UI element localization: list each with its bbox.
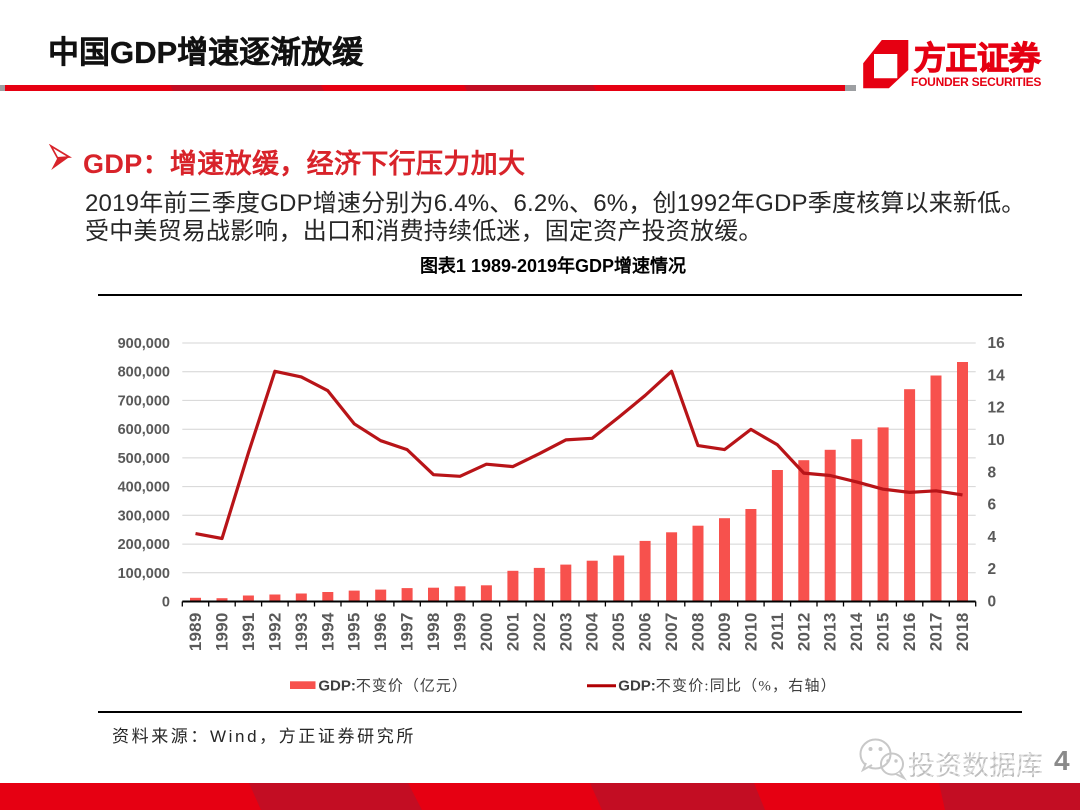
svg-text:800,000: 800,000	[118, 365, 170, 381]
svg-text:2001: 2001	[503, 613, 522, 652]
svg-text:10: 10	[988, 432, 1005, 449]
svg-text:GDP:不变价（亿元）: GDP:不变价（亿元）	[318, 678, 468, 695]
svg-text:1997: 1997	[398, 613, 417, 652]
svg-text:500,000: 500,000	[118, 451, 170, 467]
svg-text:2013: 2013	[821, 613, 840, 652]
svg-text:2006: 2006	[636, 613, 655, 652]
svg-text:8: 8	[988, 464, 997, 481]
svg-text:GDP:不变价:同比（%，右轴）: GDP:不变价:同比（%，右轴）	[618, 678, 837, 695]
svg-text:400,000: 400,000	[118, 480, 170, 496]
svg-text:1990: 1990	[213, 613, 232, 652]
svg-text:2010: 2010	[741, 613, 760, 652]
svg-text:2007: 2007	[662, 613, 681, 652]
svg-text:200,000: 200,000	[118, 537, 170, 553]
svg-text:1995: 1995	[345, 613, 364, 652]
svg-text:900,000: 900,000	[118, 336, 170, 352]
svg-text:1991: 1991	[239, 613, 258, 652]
svg-text:1999: 1999	[451, 613, 470, 652]
svg-text:600,000: 600,000	[118, 422, 170, 438]
svg-text:4: 4	[988, 529, 997, 546]
svg-text:2005: 2005	[609, 613, 628, 652]
svg-text:300,000: 300,000	[118, 508, 170, 524]
svg-text:2: 2	[988, 561, 997, 578]
svg-text:1996: 1996	[371, 613, 390, 652]
svg-text:1989: 1989	[186, 613, 205, 652]
svg-text:2011: 2011	[768, 613, 787, 651]
svg-text:2004: 2004	[583, 612, 602, 651]
svg-text:6: 6	[988, 497, 997, 514]
svg-text:100,000: 100,000	[118, 566, 170, 582]
svg-text:2018: 2018	[953, 613, 972, 652]
svg-text:1993: 1993	[292, 613, 311, 652]
svg-text:2015: 2015	[874, 613, 893, 652]
svg-text:700,000: 700,000	[118, 393, 170, 409]
svg-text:2016: 2016	[900, 613, 919, 652]
svg-text:2014: 2014	[847, 612, 866, 651]
svg-text:2000: 2000	[477, 613, 496, 652]
svg-text:1994: 1994	[318, 612, 337, 651]
svg-text:2003: 2003	[556, 613, 575, 652]
svg-text:0: 0	[162, 595, 170, 611]
svg-text:2017: 2017	[927, 613, 946, 652]
svg-text:12: 12	[988, 400, 1005, 417]
svg-text:2002: 2002	[530, 613, 549, 652]
svg-text:2012: 2012	[794, 613, 813, 652]
svg-text:2008: 2008	[689, 613, 708, 652]
svg-text:0: 0	[988, 594, 997, 611]
svg-text:1998: 1998	[424, 613, 443, 652]
svg-text:2009: 2009	[715, 613, 734, 652]
svg-text:14: 14	[988, 367, 1006, 384]
svg-text:16: 16	[988, 335, 1006, 352]
svg-text:1992: 1992	[265, 613, 284, 652]
